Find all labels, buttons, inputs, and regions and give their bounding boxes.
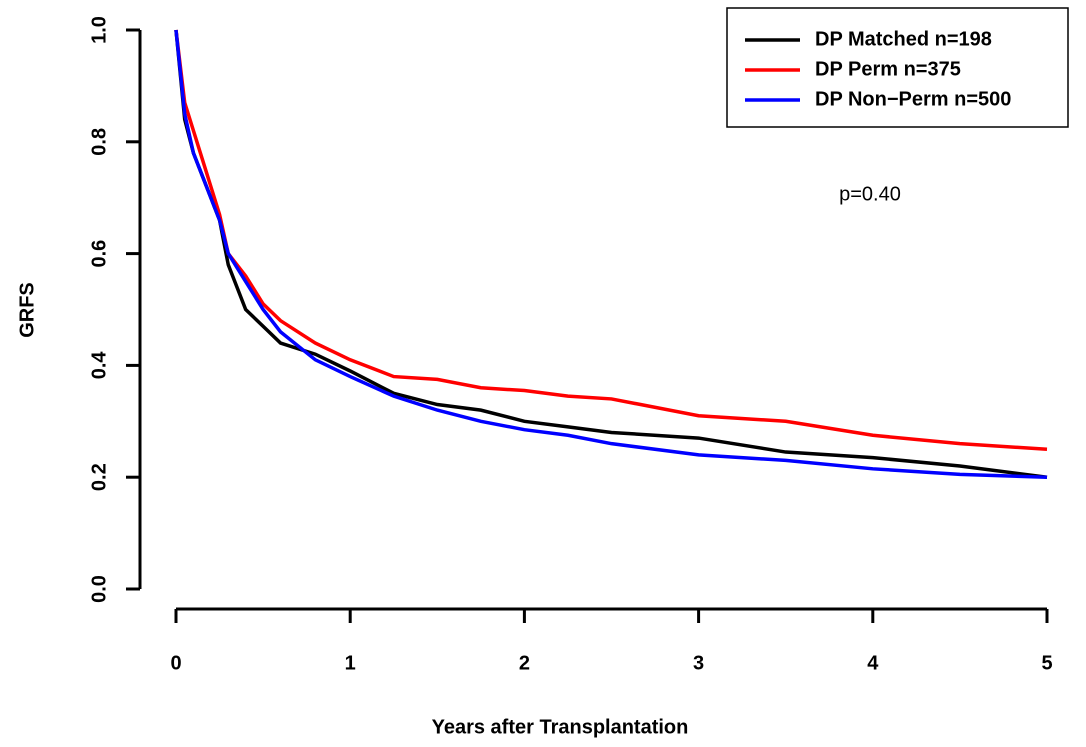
y-tick-label: 0.0 [88, 575, 110, 603]
x-axis-label: Years after Transplantation [432, 716, 689, 738]
legend-label: DP Perm n=375 [815, 58, 961, 80]
y-tick-label: 0.8 [88, 128, 110, 156]
y-tick-label: 0.4 [88, 351, 110, 380]
legend-label: DP Non−Perm n=500 [815, 88, 1011, 110]
y-tick-label: 0.6 [88, 240, 110, 268]
x-tick-label: 5 [1041, 652, 1052, 674]
y-tick-label: 1.0 [88, 16, 110, 44]
survival-curve [174, 29, 1048, 479]
x-tick-label: 0 [170, 652, 181, 674]
legend-box [726, 7, 1069, 128]
x-tick-label: 1 [345, 652, 356, 674]
x-tick-label: 3 [693, 652, 704, 674]
y-axis-label: GRFS [16, 282, 38, 338]
survival-curve [174, 29, 1048, 451]
x-tick-label: 2 [519, 652, 530, 674]
y-tick-label: 0.2 [88, 463, 110, 491]
x-tick-label: 4 [867, 652, 879, 674]
annotation: p=0.40 [839, 183, 901, 205]
legend-label: DP Matched n=198 [815, 28, 992, 50]
